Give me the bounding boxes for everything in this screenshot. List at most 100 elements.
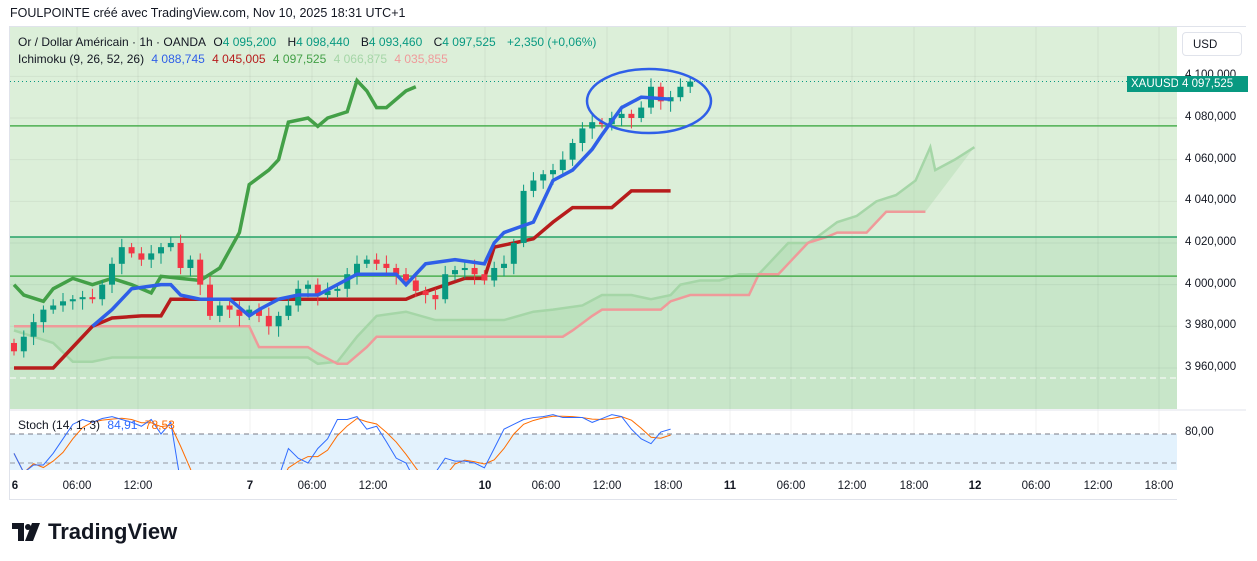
time-tick-label: 12:00 xyxy=(1083,480,1113,492)
high-label: H xyxy=(287,35,297,49)
chart-title: FOULPOINTE créé avec TradingView.com, No… xyxy=(10,6,406,20)
ichimoku-span-b xyxy=(14,210,926,366)
candle-up xyxy=(246,309,253,316)
candle-down xyxy=(393,267,400,275)
candle-down xyxy=(657,86,664,102)
candle-down xyxy=(256,309,262,316)
currency-button[interactable]: USD xyxy=(1182,32,1242,56)
candle-up xyxy=(540,174,547,181)
candle-up xyxy=(324,290,331,296)
candle-up xyxy=(118,247,125,264)
close-value: 4 097,525 xyxy=(442,35,496,49)
last-price-tag: 4 097,525 xyxy=(1178,76,1248,92)
time-tick-label: 12:00 xyxy=(123,480,153,492)
candle-up xyxy=(569,142,576,160)
candle-up xyxy=(20,336,27,352)
stoch-name: Stoch (14, 1, 3) xyxy=(18,418,101,432)
candle-up xyxy=(295,288,302,306)
candle-up xyxy=(618,113,625,118)
high-value: 4 098,440 xyxy=(296,35,350,49)
candle-up xyxy=(50,305,57,310)
candle-up xyxy=(559,159,566,171)
time-tick-label: 12 xyxy=(968,480,982,492)
time-tick-label: 06:00 xyxy=(531,480,561,492)
candle-up xyxy=(344,274,351,289)
candle-up xyxy=(579,128,586,143)
candle-up xyxy=(69,299,76,302)
candle-down xyxy=(197,259,204,285)
candle-up xyxy=(452,270,458,275)
time-tick-label: 12:00 xyxy=(592,480,622,492)
candle-up xyxy=(79,297,86,300)
candle-up xyxy=(530,180,537,191)
candle-up xyxy=(510,242,517,264)
ichimoku-conversion-line xyxy=(91,95,671,328)
stoch-d-value: 78,53 xyxy=(144,418,175,432)
candle-down xyxy=(89,297,96,300)
change-value: +2,350 (+0,06%) xyxy=(507,35,597,49)
time-tick-label: 18:00 xyxy=(899,480,929,492)
candle-up xyxy=(589,122,596,129)
candle-up xyxy=(638,107,645,118)
time-tick-label: 10 xyxy=(478,480,492,492)
candle-up xyxy=(285,305,292,316)
candle-up xyxy=(501,263,507,268)
candle-down xyxy=(383,263,390,268)
candle-up xyxy=(99,284,106,300)
open-value: 4 095,200 xyxy=(222,35,277,49)
candle-down xyxy=(128,247,135,254)
candle-down xyxy=(265,315,272,327)
time-tick-label: 6 xyxy=(11,480,19,492)
candle-up xyxy=(30,322,37,337)
candle-up xyxy=(363,259,370,264)
candle-down xyxy=(177,242,184,268)
open-label: O xyxy=(213,35,223,49)
price-tick-label: 4 080,000 xyxy=(1185,111,1237,123)
time-tick-label: 06:00 xyxy=(776,480,806,492)
candle-down xyxy=(432,295,439,300)
candle-up xyxy=(109,263,115,285)
time-tick-label: 12:00 xyxy=(837,480,867,492)
candle-up xyxy=(354,263,360,275)
time-tick-label: 18:00 xyxy=(1144,480,1174,492)
candle-up xyxy=(687,81,694,87)
ichimoku-legend[interactable]: Ichimoku (9, 26, 52, 26) 4 088,745 4 045… xyxy=(18,52,452,66)
candle-down xyxy=(403,274,409,281)
annotation-ellipse xyxy=(585,67,713,135)
stoch-k-line xyxy=(13,414,671,470)
candle-down xyxy=(373,259,380,264)
price-tick-label: 4 060,000 xyxy=(1185,152,1237,165)
candle-down xyxy=(481,274,488,281)
span-a-value: 4 066,875 xyxy=(333,52,388,66)
conversion-value: 4 088,745 xyxy=(151,52,205,66)
symbol-name: Or / Dollar Américain · 1h · OANDA xyxy=(18,35,207,49)
symbol-legend: Or / Dollar Américain · 1h · OANDA O4 09… xyxy=(18,35,600,49)
price-tick-label: 4 000,000 xyxy=(1185,277,1237,290)
time-tick-label: 12:00 xyxy=(358,480,388,492)
time-tick-label: 06:00 xyxy=(62,480,92,492)
ichimoku-span-a xyxy=(13,143,976,366)
candle-up xyxy=(491,267,498,281)
candle-down xyxy=(226,305,233,310)
candle-up xyxy=(148,253,155,260)
candle-down xyxy=(236,309,243,316)
time-tick-label: 18:00 xyxy=(653,480,683,492)
time-tick-label: 7 xyxy=(246,480,254,492)
candle-up xyxy=(334,288,341,291)
candle-down xyxy=(138,253,145,260)
candle-down xyxy=(412,280,419,291)
price-axis-background xyxy=(1177,27,1246,500)
candle-down xyxy=(314,284,321,296)
candle-up xyxy=(305,284,311,289)
candle-up xyxy=(520,190,527,243)
candle-up xyxy=(442,274,449,300)
ichimoku-name: Ichimoku (9, 26, 52, 26) xyxy=(18,52,145,66)
price-tick-label: 4 020,000 xyxy=(1185,235,1237,248)
lagging-value: 4 097,525 xyxy=(272,52,327,66)
candle-up xyxy=(167,242,174,248)
price-tick-label: 3 980,000 xyxy=(1185,319,1237,332)
low-value: 4 093,460 xyxy=(368,35,423,49)
stoch-legend[interactable]: Stoch (14, 1, 3) 84,91 78,53 xyxy=(18,418,179,432)
tradingview-logo[interactable]: TradingView xyxy=(12,519,177,545)
